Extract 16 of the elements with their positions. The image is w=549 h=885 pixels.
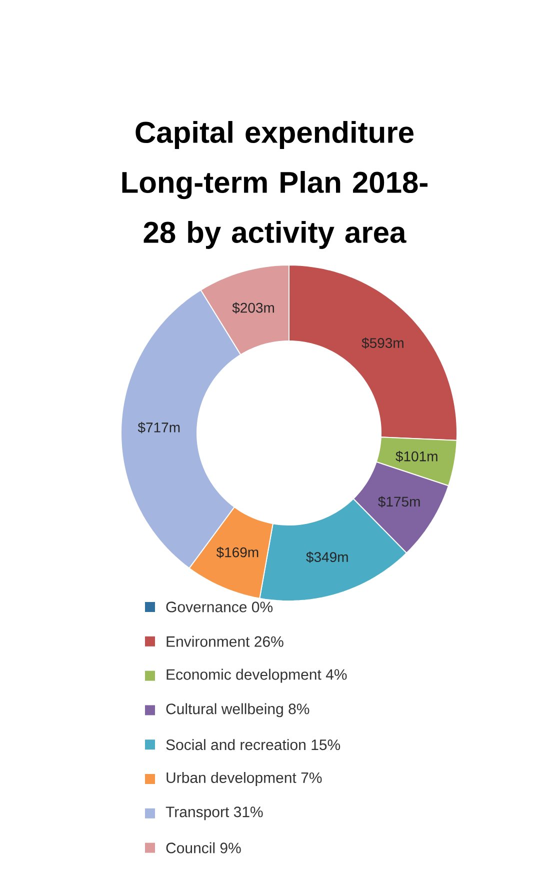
- legend-label: Cultural wellbeing 8%: [166, 703, 310, 718]
- legend-label: Transport 31%: [166, 806, 263, 820]
- data-label: $175m: [378, 496, 420, 508]
- legend-label: Social and recreation 15%: [166, 739, 340, 750]
- data-label: $349m: [306, 552, 348, 563]
- data-label: $593m: [362, 337, 404, 349]
- legend-label: Governance 0%: [166, 602, 273, 612]
- legend-label: Urban development 7%: [166, 772, 322, 786]
- legend-label: Council 9%: [166, 842, 241, 854]
- legend-label: Economic development 4%: [166, 668, 347, 683]
- data-label: $101m: [396, 450, 438, 462]
- data-label: $203m: [232, 302, 274, 314]
- chart-title: Capital expenditure Long-term Plan 2018-28 by activity area: [122, 121, 428, 249]
- data-label: $717m: [138, 422, 180, 434]
- data-label: $169m: [216, 546, 258, 558]
- legend-label: Environment 26%: [166, 636, 284, 647]
